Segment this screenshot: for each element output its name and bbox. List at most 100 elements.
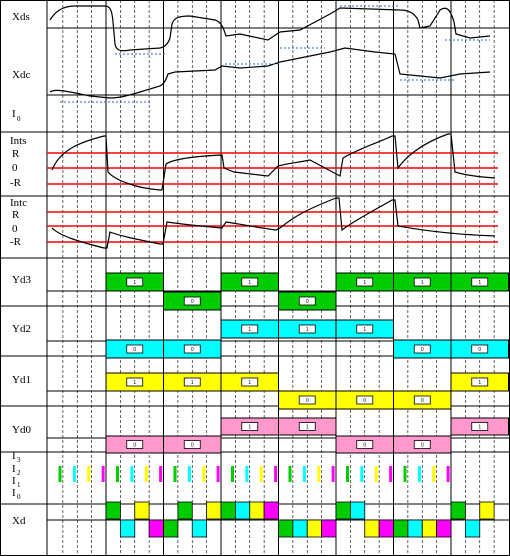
xd-block-14	[306, 519, 323, 538]
xd-block-8	[220, 501, 236, 520]
label-i3-sub: 3	[17, 456, 21, 464]
pulse-i0-20	[346, 466, 349, 482]
pulse-section	[58, 466, 450, 482]
yd0-low-tag-6	[413, 440, 431, 449]
pulse-i1-13	[245, 466, 249, 482]
yd0-low-tag-2	[183, 440, 201, 449]
pulse-i1-21	[360, 466, 364, 482]
yd1-high-value-3: 1	[248, 380, 251, 386]
analog-section	[47, 5, 498, 249]
yd3-high-tag-1	[126, 277, 144, 287]
yd2-high-tag-4	[298, 324, 316, 334]
label-yd0: Yd0	[12, 424, 31, 436]
yd0-high-tag-3	[241, 422, 259, 431]
pulse-i3-7	[159, 466, 163, 482]
pulse-i0-16	[288, 466, 292, 482]
yd3-high-tag-6	[413, 277, 431, 287]
xd-block-16	[335, 501, 351, 520]
xd-block-21	[407, 519, 423, 538]
pulse-i0-4	[116, 466, 119, 482]
yd0-low-value-5: 0	[363, 443, 366, 449]
yd1-high-value-2: 1	[191, 380, 194, 386]
pulse-i3-15	[274, 466, 278, 482]
yd0-high-tag-4	[298, 422, 316, 431]
xd-block-2	[134, 501, 150, 520]
pulse-i2-2	[87, 466, 91, 482]
yd0-low-tag-1	[126, 440, 144, 449]
label-intc-minus-r: -R	[10, 236, 22, 248]
yd1-low-tag-5	[356, 395, 374, 405]
yd2-low-tag-6	[413, 344, 431, 354]
label-yd2: Yd2	[12, 323, 31, 335]
yd1-high-tag-2	[183, 377, 201, 387]
label-i0-sub: 0	[17, 493, 21, 501]
label-yd3: Yd3	[12, 274, 31, 286]
xd-block-13	[292, 519, 308, 538]
xd-block-20	[393, 519, 409, 538]
xds-waveform	[49, 5, 491, 52]
label-i2: I	[12, 463, 16, 475]
label-i0-top-sub: 0	[17, 115, 21, 123]
yd2-low-value-6: 0	[421, 347, 424, 353]
yd2-high-value-5: 1	[363, 327, 366, 333]
xd-block-6	[191, 519, 208, 538]
yd0-low-value-1: 0	[133, 443, 136, 449]
yd0-low-tag-5	[356, 440, 374, 449]
pulse-i3-23	[389, 466, 393, 482]
yd3-high-tag-7	[471, 277, 489, 287]
label-i3: I	[12, 450, 16, 462]
pulse-i0-8	[173, 466, 177, 482]
yd0-high-value-3: 1	[248, 425, 251, 431]
label-i1-sub: 1	[17, 481, 21, 489]
pulse-i3-27	[446, 466, 450, 482]
yd2-low-value-7: 0	[478, 347, 481, 353]
yd3-low-value-4: 0	[306, 299, 309, 305]
label-yd1: Yd1	[12, 374, 31, 386]
pulse-i0-24	[403, 466, 407, 482]
xd-block-12	[278, 519, 294, 538]
pulse-i1-9	[187, 466, 191, 482]
yd0-low-value-6: 0	[421, 443, 424, 449]
yd3-high-value-7: 1	[478, 280, 481, 286]
pulse-i1-1	[72, 466, 76, 482]
xd-block-11	[263, 501, 279, 520]
xd-section	[105, 501, 495, 538]
yd2-low-tag-2	[183, 344, 201, 354]
label-xd: Xd	[12, 515, 26, 527]
xd-block-7	[206, 501, 222, 520]
pulse-i3-19	[331, 466, 335, 482]
yd1-low-value-6: 0	[421, 398, 424, 404]
xd-block-4	[163, 519, 179, 538]
label-intc: Intc	[10, 197, 27, 209]
yd0-low-value-2: 0	[191, 443, 194, 449]
xd-block-23	[436, 519, 452, 538]
yd2-high-value-4: 1	[306, 327, 309, 333]
yd3-high-value-3: 1	[248, 280, 251, 286]
yd0-high-value-4: 1	[306, 425, 309, 431]
yd3-high-value-5: 1	[363, 280, 366, 286]
yd2-high-tag-5	[356, 324, 374, 334]
row-labels: Xds Xdc I 0 Ints R 0 -R Intc R 0 -R Yd3 …	[10, 11, 31, 527]
yd2-low-value-1: 0	[133, 347, 136, 353]
yd2-high-value-3: 1	[248, 327, 251, 333]
xd-block-17	[349, 501, 366, 520]
xd-block-0	[105, 501, 121, 520]
digital-section: 1 1 1 1 1 0 0 1 1 1 0 0 0 0 1 1 1 1 0 0 0 1 1 1 0 0 0 0	[105, 272, 509, 454]
yd2-low-tag-1	[126, 344, 144, 354]
label-i0: I	[12, 487, 16, 499]
xd-block-1	[119, 519, 136, 538]
xd-block-26	[479, 501, 495, 520]
yd2-low-tag-7	[471, 344, 489, 354]
xdc-waveform	[49, 47, 491, 99]
pulse-i3-11	[216, 466, 220, 482]
label-intc-zero: 0	[12, 223, 18, 235]
yd1-high-tag-3	[241, 377, 259, 387]
pulse-i0-12	[231, 466, 234, 482]
label-ints-minus-r: -R	[10, 177, 22, 189]
yd1-low-tag-4	[298, 395, 316, 405]
label-ints: Ints	[10, 135, 27, 147]
yd0-high-value-7: 1	[478, 425, 481, 431]
ints-waveform	[51, 133, 496, 191]
